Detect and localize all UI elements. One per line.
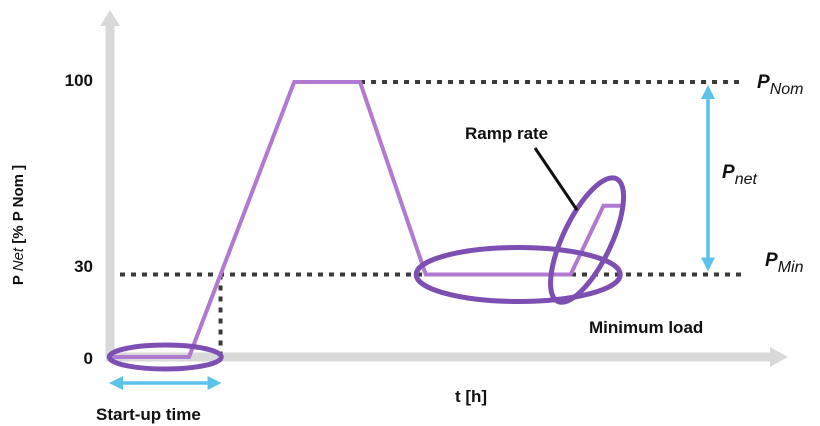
ramp-rate-pointer bbox=[533, 147, 579, 211]
y-tick-label-100: 100 bbox=[65, 71, 93, 90]
y-axis-arrowhead bbox=[100, 10, 120, 26]
y-tick-label-0: 0 bbox=[84, 349, 93, 368]
pmin-label: PMin bbox=[765, 250, 804, 276]
startup-highlight-ellipse bbox=[106, 342, 224, 372]
pnom-label: PNom bbox=[757, 72, 803, 98]
ramp-rate-highlight-ellipse bbox=[548, 175, 627, 305]
y-tick-label-30: 30 bbox=[74, 257, 93, 276]
y-axis-label-rest: [% P Nom ] bbox=[10, 165, 27, 248]
pnet-label-sub: net bbox=[735, 171, 758, 188]
pnom-label-sub: Nom bbox=[770, 81, 804, 98]
pmin-label-main: P bbox=[765, 250, 778, 271]
x-axis-arrowhead bbox=[770, 347, 788, 367]
pnet-label: Pnet bbox=[722, 162, 757, 188]
minimum-load-highlight-ellipse bbox=[413, 245, 623, 304]
pnom-label-main: P bbox=[757, 72, 770, 93]
y-axis-label-net: Net bbox=[10, 247, 27, 271]
ramp-rate-label: Ramp rate bbox=[465, 124, 548, 143]
pmin-label-sub: Min bbox=[778, 259, 804, 276]
x-axis-label: t [h] bbox=[455, 387, 487, 406]
minimum-load-label: Minimum load bbox=[589, 318, 703, 337]
startup-time-label: Start-up time bbox=[96, 405, 201, 424]
y-axis-label-p: P bbox=[10, 275, 27, 285]
pnet-label-main: P bbox=[722, 162, 735, 183]
power-profile-line bbox=[110, 80, 624, 359]
y-axis-label: P Net [% P Nom ] bbox=[10, 165, 27, 285]
